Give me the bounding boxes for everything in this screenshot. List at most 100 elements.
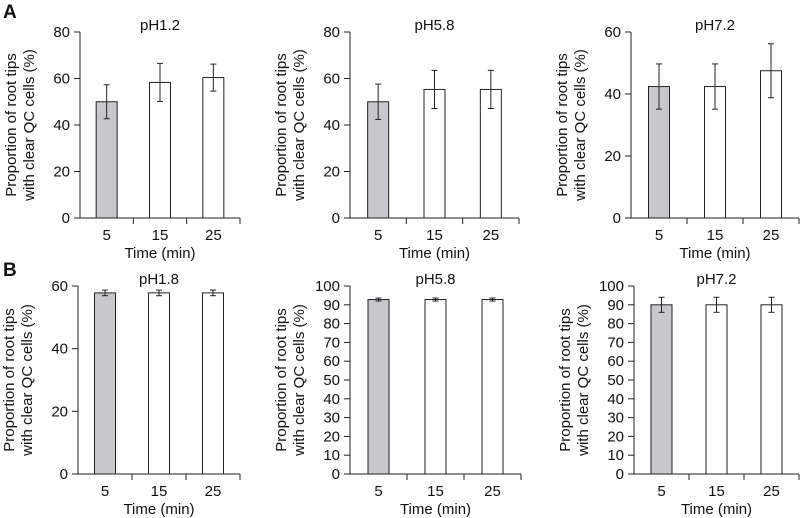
y-tick-label: 60 <box>604 24 621 41</box>
y-tick-label: 10 <box>323 447 340 464</box>
y-tick-label: 100 <box>599 278 624 295</box>
bar <box>149 81 171 219</box>
chart-title: pH7.2 <box>696 271 736 288</box>
y-tick-label: 40 <box>323 391 340 408</box>
y-axis-label-line2: with clear QC cells (%) <box>572 49 589 202</box>
bar <box>481 299 504 475</box>
y-tick-label: 20 <box>53 164 70 181</box>
x-tick-label: 25 <box>763 483 780 500</box>
y-axis-label-line1: Proportion of root tips <box>1 308 18 451</box>
bar <box>202 77 225 219</box>
x-tick-label: 5 <box>374 227 382 244</box>
panel-label-a: A <box>3 2 17 23</box>
x-tick-label: 25 <box>484 483 501 500</box>
chart-4: 0 20 40 60 5 15 25 pH1.8 Time (min) Proportion of… <box>1 271 241 518</box>
x-tick-label: 15 <box>426 227 443 244</box>
x-axis-label: Time (min) <box>681 501 752 518</box>
x-tick-label: 15 <box>707 227 724 244</box>
y-axis-label-line1: Proportion of root tips <box>554 53 571 196</box>
x-tick-label: 25 <box>205 227 222 244</box>
y-tick-label: 0 <box>332 210 340 227</box>
chart-title: pH5.8 <box>414 17 454 34</box>
chart-title: pH5.8 <box>415 271 455 288</box>
x-tick-label: 5 <box>657 483 665 500</box>
x-axis-label: Time (min) <box>679 245 750 262</box>
chart-title: pH1.8 <box>139 271 179 288</box>
y-tick-label: 80 <box>323 24 340 41</box>
bar <box>202 292 224 475</box>
x-axis-label: Time (min) <box>123 501 194 518</box>
chart-1: 0 20 40 60 80 5 15 25 pH1.2 Time (min) Proportion … <box>3 17 241 262</box>
y-tick-label: 60 <box>323 71 340 88</box>
y-tick-label: 60 <box>323 353 340 370</box>
panel-label-b: B <box>3 260 17 281</box>
y-tick-label: 90 <box>607 297 624 314</box>
y-tick-label: 0 <box>62 210 70 227</box>
y-tick-label: 0 <box>332 466 340 483</box>
y-tick-label: 30 <box>607 410 624 427</box>
chart-title: pH7.2 <box>695 17 735 34</box>
x-tick-label: 5 <box>101 483 109 500</box>
x-axis-label: Time (min) <box>400 501 471 518</box>
x-tick-label: 5 <box>102 227 110 244</box>
x-tick-label: 25 <box>205 483 222 500</box>
y-tick-label: 100 <box>315 278 340 295</box>
y-tick-label: 50 <box>323 372 340 389</box>
y-axis-label-line2: with clear QC cells (%) <box>19 304 36 457</box>
y-tick-label: 20 <box>51 403 68 420</box>
y-tick-label: 40 <box>53 117 70 134</box>
y-axis-label-line2: with clear QC cells (%) <box>21 49 38 202</box>
y-axis-label-line2: with clear QC cells (%) <box>291 49 308 202</box>
y-tick-label: 0 <box>616 466 624 483</box>
y-tick-label: 60 <box>53 71 70 88</box>
chart-2: 0 20 40 60 80 5 15 25 pH5.8 Time (min) Proportion … <box>273 17 520 262</box>
bar <box>760 304 783 475</box>
y-tick-label: 0 <box>613 210 621 227</box>
y-tick-label: 30 <box>323 410 340 427</box>
x-axis-label: Time (min) <box>399 245 470 262</box>
bar <box>94 292 116 475</box>
chart-3: 0 20 40 60 5 15 25 pH7.2 Time (min) Proportion of… <box>554 17 800 262</box>
y-axis-label-line1: Proportion of root tips <box>557 308 574 451</box>
y-tick-label: 20 <box>323 164 340 181</box>
x-tick-label: 15 <box>427 483 444 500</box>
x-tick-label: 25 <box>482 227 499 244</box>
x-axis-label: Time (min) <box>124 245 195 262</box>
y-tick-label: 40 <box>323 117 340 134</box>
bar <box>705 304 728 475</box>
bar <box>148 292 170 475</box>
charts-container: 0 20 40 60 80 5 15 25 pH1.2 Time (min) Proportion … <box>1 17 800 518</box>
y-tick-label: 60 <box>607 353 624 370</box>
y-tick-label: 40 <box>604 86 621 103</box>
y-axis-label-line2: with clear QC cells (%) <box>291 304 308 457</box>
y-tick-label: 60 <box>51 278 68 295</box>
chart-title: pH1.2 <box>140 17 180 34</box>
x-tick-label: 15 <box>151 483 168 500</box>
y-axis-label-line1: Proportion of root tips <box>273 53 290 196</box>
y-axis-label-line2: with clear QC cells (%) <box>575 304 592 457</box>
y-axis-label-line1: Proportion of root tips <box>3 53 20 196</box>
y-tick-label: 70 <box>607 334 624 351</box>
x-tick-label: 5 <box>655 227 663 244</box>
y-tick-label: 20 <box>607 428 624 445</box>
x-tick-label: 5 <box>374 483 382 500</box>
y-tick-label: 80 <box>607 316 624 333</box>
y-tick-label: 0 <box>60 466 68 483</box>
y-tick-label: 40 <box>51 341 68 358</box>
y-tick-label: 40 <box>607 391 624 408</box>
x-tick-label: 25 <box>763 227 780 244</box>
bar <box>424 299 447 475</box>
y-axis-label-line1: Proportion of root tips <box>273 308 290 451</box>
y-tick-label: 50 <box>607 372 624 389</box>
x-tick-label: 15 <box>708 483 725 500</box>
y-tick-label: 90 <box>323 297 340 314</box>
y-tick-label: 70 <box>323 334 340 351</box>
bar <box>650 304 673 475</box>
x-tick-label: 15 <box>152 227 169 244</box>
y-tick-label: 20 <box>604 148 621 165</box>
y-tick-label: 80 <box>323 316 340 333</box>
bar <box>367 299 390 475</box>
